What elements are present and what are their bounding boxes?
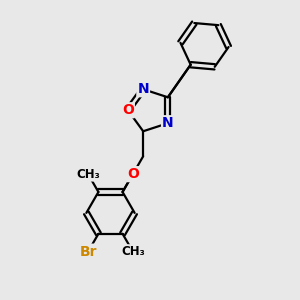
Text: Br: Br <box>80 244 97 259</box>
Text: CH₃: CH₃ <box>121 245 145 258</box>
Text: N: N <box>137 82 149 96</box>
Text: CH₃: CH₃ <box>76 168 100 181</box>
Text: O: O <box>127 167 139 181</box>
Text: O: O <box>122 103 134 117</box>
Text: N: N <box>162 116 174 130</box>
